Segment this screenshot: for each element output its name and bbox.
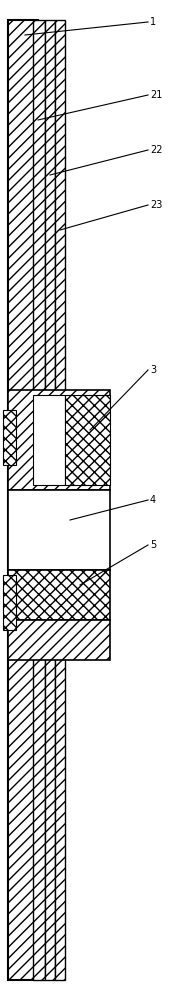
Text: 23: 23 bbox=[150, 200, 162, 210]
Bar bbox=[8, 620, 110, 660]
Text: 1: 1 bbox=[150, 17, 156, 27]
Text: 5: 5 bbox=[150, 540, 156, 550]
Text: 4: 4 bbox=[150, 495, 156, 505]
Bar bbox=[8, 490, 110, 570]
Bar bbox=[8, 20, 38, 980]
Bar bbox=[55, 20, 65, 980]
Bar bbox=[3, 410, 16, 465]
Text: 3: 3 bbox=[150, 365, 156, 375]
Text: 21: 21 bbox=[150, 90, 162, 100]
Bar bbox=[33, 395, 65, 485]
Bar bbox=[33, 20, 45, 980]
Bar bbox=[8, 570, 110, 620]
Bar bbox=[65, 395, 110, 485]
Bar bbox=[45, 20, 55, 980]
Bar bbox=[8, 390, 110, 490]
Bar bbox=[3, 575, 16, 630]
Text: 22: 22 bbox=[150, 145, 162, 155]
